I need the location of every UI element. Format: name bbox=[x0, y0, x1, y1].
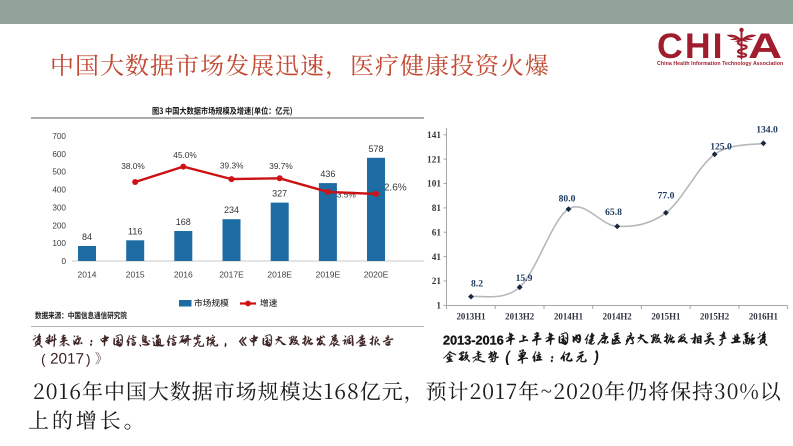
svg-text:300: 300 bbox=[52, 203, 66, 212]
svg-text:65.8: 65.8 bbox=[605, 207, 622, 218]
svg-text:700: 700 bbox=[52, 132, 66, 141]
svg-text:1: 1 bbox=[436, 302, 441, 312]
svg-text:77.0: 77.0 bbox=[658, 190, 675, 201]
svg-text:2019E: 2019E bbox=[316, 270, 341, 280]
svg-text:15.9: 15.9 bbox=[516, 273, 533, 284]
svg-text:2016H1: 2016H1 bbox=[749, 312, 778, 322]
svg-text:41: 41 bbox=[432, 253, 442, 263]
svg-text:2013H1: 2013H1 bbox=[456, 312, 485, 322]
svg-text:2014H2: 2014H2 bbox=[603, 312, 633, 322]
svg-text:21: 21 bbox=[432, 277, 442, 287]
svg-text:38.0%: 38.0% bbox=[121, 161, 145, 171]
svg-text:33.5%: 33.5% bbox=[332, 190, 356, 200]
svg-text:168: 168 bbox=[176, 217, 191, 227]
svg-text:2018E: 2018E bbox=[267, 270, 292, 280]
svg-text:2014: 2014 bbox=[78, 270, 97, 280]
svg-text:61: 61 bbox=[432, 228, 442, 238]
svg-text:81: 81 bbox=[432, 204, 442, 214]
svg-text:100: 100 bbox=[52, 239, 66, 248]
svg-text:327: 327 bbox=[272, 189, 287, 199]
svg-text:8.2: 8.2 bbox=[471, 278, 483, 289]
svg-text:121: 121 bbox=[427, 155, 441, 165]
svg-text:45.0%: 45.0% bbox=[173, 150, 197, 160]
svg-text:134.0: 134.0 bbox=[756, 124, 778, 135]
svg-text:500: 500 bbox=[52, 168, 66, 177]
svg-text:84: 84 bbox=[82, 232, 92, 242]
svg-text:2015H2: 2015H2 bbox=[700, 312, 730, 322]
svg-text:2020E: 2020E bbox=[364, 270, 389, 280]
svg-text:116: 116 bbox=[128, 226, 142, 236]
svg-text:578: 578 bbox=[368, 144, 383, 154]
svg-text:2015: 2015 bbox=[126, 270, 145, 280]
svg-text:200: 200 bbox=[52, 221, 66, 230]
svg-text:32.6%: 32.6% bbox=[378, 182, 406, 193]
svg-text:80.0: 80.0 bbox=[559, 193, 576, 204]
svg-text:0: 0 bbox=[61, 257, 66, 266]
svg-text:39.7%: 39.7% bbox=[269, 161, 293, 171]
svg-text:2013H2: 2013H2 bbox=[505, 312, 535, 322]
svg-text:125.0: 125.0 bbox=[710, 141, 732, 152]
svg-text:141: 141 bbox=[427, 131, 441, 141]
svg-text:600: 600 bbox=[52, 150, 66, 159]
svg-text:101: 101 bbox=[427, 180, 441, 190]
svg-text:234: 234 bbox=[224, 205, 239, 215]
svg-text:436: 436 bbox=[320, 169, 335, 179]
svg-text:2016: 2016 bbox=[174, 270, 193, 280]
svg-text:2015H1: 2015H1 bbox=[651, 312, 680, 322]
svg-text:2017E: 2017E bbox=[219, 270, 244, 280]
svg-text:2014H1: 2014H1 bbox=[554, 312, 583, 322]
svg-text:400: 400 bbox=[52, 186, 66, 195]
svg-text:39.3%: 39.3% bbox=[220, 160, 244, 170]
